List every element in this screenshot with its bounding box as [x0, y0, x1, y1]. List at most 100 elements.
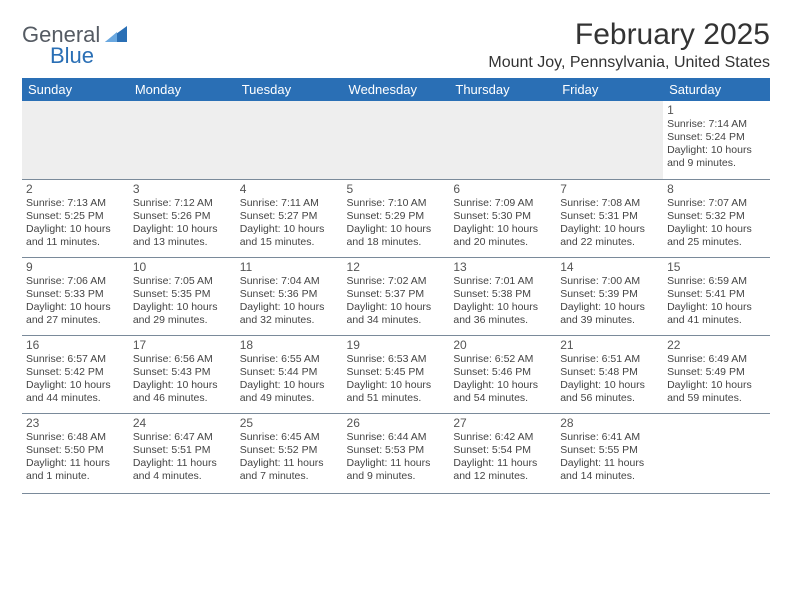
sunset-text: Sunset: 5:24 PM [667, 131, 766, 144]
sunset-text: Sunset: 5:45 PM [347, 366, 446, 379]
calendar-cell: 1Sunrise: 7:14 AMSunset: 5:24 PMDaylight… [663, 101, 770, 179]
title-block: February 2025 Mount Joy, Pennsylvania, U… [488, 18, 770, 72]
sunrise-text: Sunrise: 7:07 AM [667, 197, 766, 210]
day-number: 15 [667, 260, 766, 274]
daylight-text: Daylight: 10 hours [453, 223, 552, 236]
calendar-cell: 16Sunrise: 6:57 AMSunset: 5:42 PMDayligh… [22, 335, 129, 413]
calendar-cell: 26Sunrise: 6:44 AMSunset: 5:53 PMDayligh… [343, 413, 450, 491]
calendar-cell: 5Sunrise: 7:10 AMSunset: 5:29 PMDaylight… [343, 179, 450, 257]
calendar-cell: 28Sunrise: 6:41 AMSunset: 5:55 PMDayligh… [556, 413, 663, 491]
sunrise-text: Sunrise: 6:56 AM [133, 353, 232, 366]
sunrise-text: Sunrise: 7:14 AM [667, 118, 766, 131]
sunset-text: Sunset: 5:44 PM [240, 366, 339, 379]
daylight-text: Daylight: 10 hours [667, 379, 766, 392]
daylight-text: Daylight: 11 hours [240, 457, 339, 470]
calendar-head: SundayMondayTuesdayWednesdayThursdayFrid… [22, 78, 770, 101]
logo-word-2: Blue [50, 43, 129, 69]
daylight-text: and 25 minutes. [667, 236, 766, 249]
daylight-text: Daylight: 10 hours [347, 301, 446, 314]
sunset-text: Sunset: 5:49 PM [667, 366, 766, 379]
sunrise-text: Sunrise: 6:59 AM [667, 275, 766, 288]
sunset-text: Sunset: 5:53 PM [347, 444, 446, 457]
calendar-cell: 19Sunrise: 6:53 AMSunset: 5:45 PMDayligh… [343, 335, 450, 413]
sunset-text: Sunset: 5:26 PM [133, 210, 232, 223]
daylight-text: Daylight: 10 hours [133, 301, 232, 314]
calendar-cell: 24Sunrise: 6:47 AMSunset: 5:51 PMDayligh… [129, 413, 236, 491]
sunrise-text: Sunrise: 7:06 AM [26, 275, 125, 288]
daylight-text: and 12 minutes. [453, 470, 552, 483]
day-number: 7 [560, 182, 659, 196]
daylight-text: and 32 minutes. [240, 314, 339, 327]
calendar-cell: 14Sunrise: 7:00 AMSunset: 5:39 PMDayligh… [556, 257, 663, 335]
sunrise-text: Sunrise: 7:09 AM [453, 197, 552, 210]
daylight-text: Daylight: 11 hours [560, 457, 659, 470]
sunset-text: Sunset: 5:54 PM [453, 444, 552, 457]
sunrise-text: Sunrise: 6:49 AM [667, 353, 766, 366]
calendar-body: 1Sunrise: 7:14 AMSunset: 5:24 PMDaylight… [22, 101, 770, 491]
calendar-table: SundayMondayTuesdayWednesdayThursdayFrid… [22, 78, 770, 491]
header: General Blue February 2025 Mount Joy, Pe… [22, 18, 770, 72]
daylight-text: Daylight: 10 hours [133, 379, 232, 392]
daylight-text: and 11 minutes. [26, 236, 125, 249]
month-title: February 2025 [488, 18, 770, 52]
day-number: 17 [133, 338, 232, 352]
day-number: 18 [240, 338, 339, 352]
day-number: 23 [26, 416, 125, 430]
day-number: 27 [453, 416, 552, 430]
sunrise-text: Sunrise: 6:48 AM [26, 431, 125, 444]
sunset-text: Sunset: 5:31 PM [560, 210, 659, 223]
daylight-text: and 56 minutes. [560, 392, 659, 405]
day-header: Sunday [22, 78, 129, 101]
sunrise-text: Sunrise: 7:04 AM [240, 275, 339, 288]
calendar-cell: 22Sunrise: 6:49 AMSunset: 5:49 PMDayligh… [663, 335, 770, 413]
day-header: Tuesday [236, 78, 343, 101]
calendar-cell: 21Sunrise: 6:51 AMSunset: 5:48 PMDayligh… [556, 335, 663, 413]
sunset-text: Sunset: 5:39 PM [560, 288, 659, 301]
calendar-cell [236, 101, 343, 179]
daylight-text: Daylight: 10 hours [453, 379, 552, 392]
calendar-week: 16Sunrise: 6:57 AMSunset: 5:42 PMDayligh… [22, 335, 770, 413]
sunrise-text: Sunrise: 7:02 AM [347, 275, 446, 288]
daylight-text: and 14 minutes. [560, 470, 659, 483]
sunrise-text: Sunrise: 7:08 AM [560, 197, 659, 210]
daylight-text: Daylight: 10 hours [26, 379, 125, 392]
daylight-text: Daylight: 10 hours [133, 223, 232, 236]
calendar-cell: 8Sunrise: 7:07 AMSunset: 5:32 PMDaylight… [663, 179, 770, 257]
sunrise-text: Sunrise: 7:00 AM [560, 275, 659, 288]
day-number: 11 [240, 260, 339, 274]
daylight-text: Daylight: 10 hours [240, 301, 339, 314]
daylight-text: Daylight: 11 hours [26, 457, 125, 470]
daylight-text: and 13 minutes. [133, 236, 232, 249]
daylight-text: and 39 minutes. [560, 314, 659, 327]
daylight-text: and 44 minutes. [26, 392, 125, 405]
day-number: 19 [347, 338, 446, 352]
daylight-text: and 1 minute. [26, 470, 125, 483]
calendar-cell: 18Sunrise: 6:55 AMSunset: 5:44 PMDayligh… [236, 335, 343, 413]
day-header: Wednesday [343, 78, 450, 101]
sunrise-text: Sunrise: 7:05 AM [133, 275, 232, 288]
daylight-text: Daylight: 10 hours [26, 223, 125, 236]
sunset-text: Sunset: 5:29 PM [347, 210, 446, 223]
daylight-text: Daylight: 10 hours [560, 223, 659, 236]
sunrise-text: Sunrise: 6:57 AM [26, 353, 125, 366]
daylight-text: Daylight: 10 hours [560, 379, 659, 392]
calendar-cell: 6Sunrise: 7:09 AMSunset: 5:30 PMDaylight… [449, 179, 556, 257]
day-number: 25 [240, 416, 339, 430]
day-number: 14 [560, 260, 659, 274]
calendar-cell [449, 101, 556, 179]
day-number: 21 [560, 338, 659, 352]
day-number: 9 [26, 260, 125, 274]
calendar-week: 9Sunrise: 7:06 AMSunset: 5:33 PMDaylight… [22, 257, 770, 335]
day-number: 24 [133, 416, 232, 430]
sunset-text: Sunset: 5:30 PM [453, 210, 552, 223]
daylight-text: Daylight: 10 hours [453, 301, 552, 314]
calendar-cell: 13Sunrise: 7:01 AMSunset: 5:38 PMDayligh… [449, 257, 556, 335]
calendar-cell: 7Sunrise: 7:08 AMSunset: 5:31 PMDaylight… [556, 179, 663, 257]
day-header: Monday [129, 78, 236, 101]
day-number: 12 [347, 260, 446, 274]
sunset-text: Sunset: 5:36 PM [240, 288, 339, 301]
sunrise-text: Sunrise: 6:42 AM [453, 431, 552, 444]
calendar-week: 23Sunrise: 6:48 AMSunset: 5:50 PMDayligh… [22, 413, 770, 491]
calendar-cell: 4Sunrise: 7:11 AMSunset: 5:27 PMDaylight… [236, 179, 343, 257]
sunrise-text: Sunrise: 7:13 AM [26, 197, 125, 210]
